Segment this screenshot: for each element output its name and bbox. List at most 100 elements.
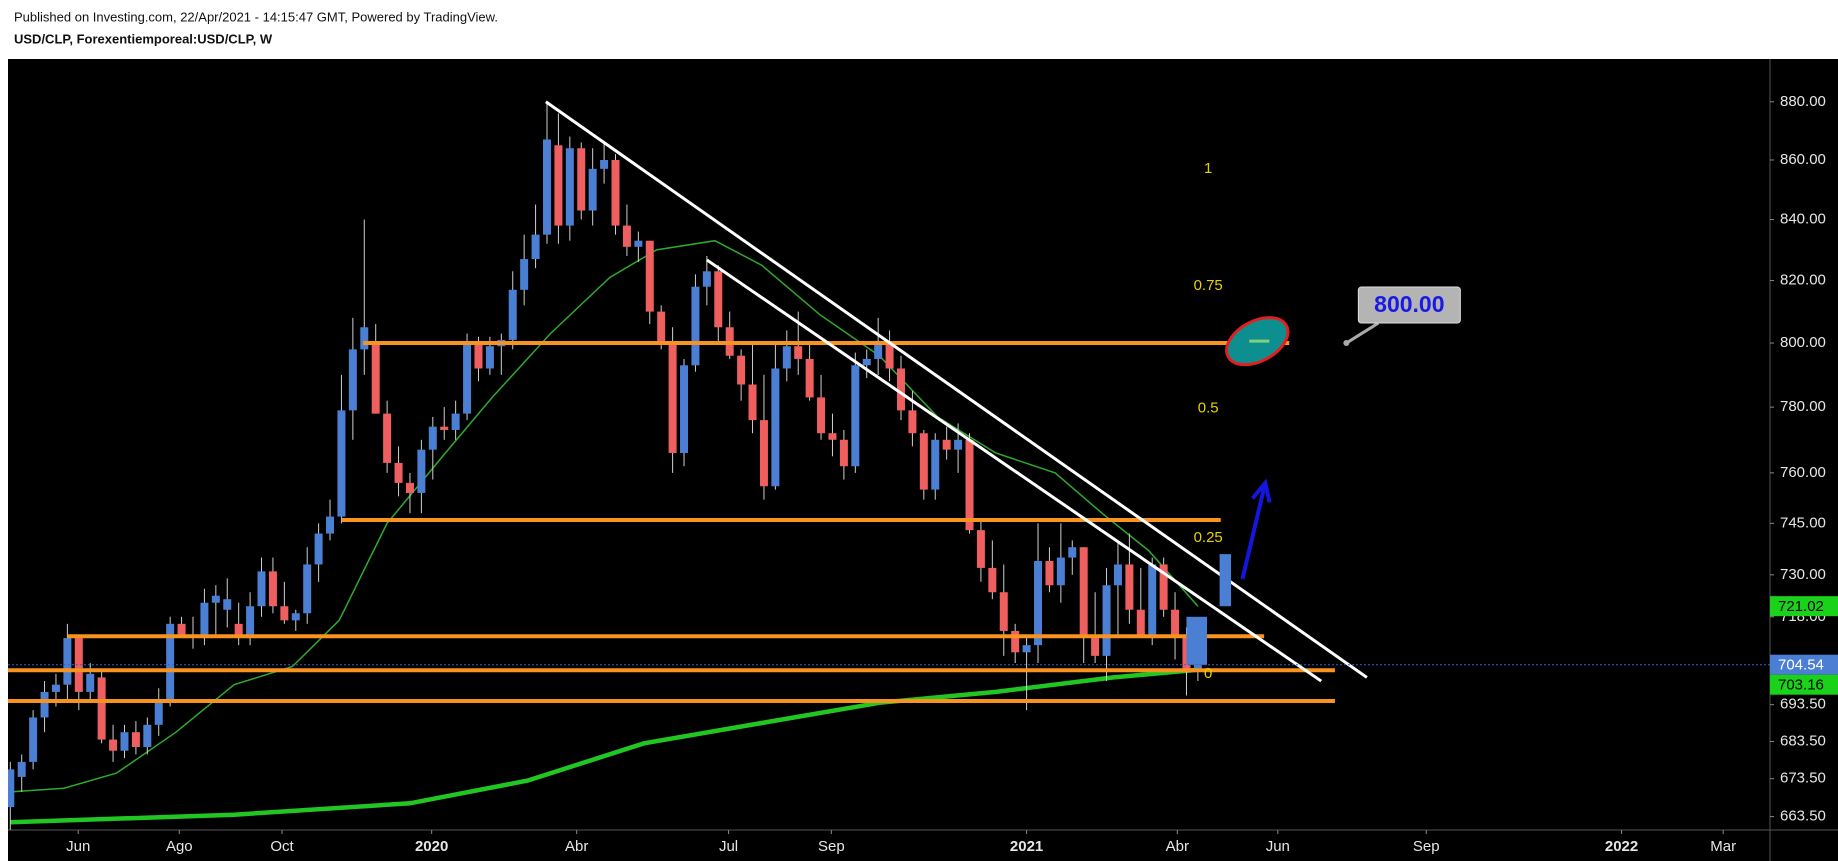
- candle-body: [554, 145, 563, 226]
- candle-body: [817, 397, 826, 434]
- candle-body: [257, 571, 266, 607]
- candle-body: [1079, 547, 1088, 639]
- y-tick-label: 800.00: [1780, 334, 1826, 351]
- y-tick-label: 663.50: [1780, 808, 1826, 825]
- candle-body: [131, 732, 140, 747]
- candle-body: [177, 623, 186, 635]
- value-badge: [1770, 654, 1838, 675]
- candle-body: [166, 623, 175, 700]
- candle-body: [1193, 664, 1202, 671]
- x-tick-label: Ago: [166, 838, 193, 855]
- candle-body: [303, 564, 312, 614]
- subtitle: Published on Investing.com, 22/Apr/2021 …: [14, 9, 498, 24]
- y-tick-label: 760.00: [1780, 464, 1826, 481]
- candle-body: [988, 567, 997, 593]
- candle-body: [246, 606, 255, 639]
- candle-body: [268, 571, 277, 607]
- candle-body: [40, 691, 49, 718]
- candle-body: [520, 259, 529, 290]
- candle-body: [577, 148, 586, 211]
- candle-body: [440, 426, 449, 430]
- candle-body: [280, 606, 289, 621]
- x-tick-label: 2021: [1010, 838, 1043, 855]
- candle-body: [1136, 609, 1145, 635]
- candle-body: [154, 699, 163, 725]
- candle-body: [1159, 564, 1168, 610]
- candle-body: [588, 168, 597, 211]
- x-tick-label: Abr: [1166, 838, 1189, 855]
- candle-body: [931, 439, 940, 490]
- candle-body: [109, 739, 118, 751]
- candle-body: [531, 234, 540, 260]
- candle-body: [645, 240, 654, 312]
- candle-body: [794, 346, 803, 359]
- y-tick-label: 673.50: [1780, 770, 1826, 787]
- candle-body: [919, 433, 928, 490]
- projection-box: [1219, 554, 1232, 607]
- y-tick-label: 745.00: [1780, 514, 1826, 531]
- candle-body: [680, 365, 689, 453]
- candle-body: [63, 638, 72, 685]
- candle-body: [326, 516, 335, 534]
- candle-body: [337, 410, 346, 517]
- candle-body: [1091, 638, 1100, 656]
- x-tick-label: Mar: [1710, 838, 1736, 855]
- title: USD/CLP, Forexentiemporeal:USD/CLP, W: [14, 31, 273, 46]
- candle-body: [1034, 560, 1043, 646]
- candle-body: [874, 343, 883, 359]
- arrow-head: [1251, 478, 1272, 503]
- value-badge-label: 704.54: [1778, 657, 1824, 674]
- candle-body: [291, 613, 300, 621]
- y-tick-label: 860.00: [1780, 151, 1826, 168]
- candle-body: [782, 346, 791, 369]
- x-tick-label: 2020: [415, 838, 448, 855]
- ma-slow-line: [10, 667, 1199, 825]
- fib-label: 1: [1204, 160, 1212, 177]
- candle-body: [463, 343, 472, 414]
- candle-body: [908, 410, 917, 434]
- candle-body: [1068, 547, 1077, 558]
- candle-body: [748, 384, 757, 421]
- candle-body: [1102, 585, 1111, 656]
- fib-label: 0.25: [1194, 529, 1223, 546]
- candle-body: [314, 533, 323, 565]
- x-tick-label: 2022: [1605, 838, 1638, 855]
- callout-label: 800.00: [1374, 291, 1444, 317]
- value-badge: [1770, 674, 1838, 695]
- value-badge: [1770, 596, 1838, 617]
- candle-body: [600, 159, 609, 169]
- candle-body: [417, 449, 426, 493]
- candle-body: [86, 673, 95, 692]
- candle-body: [657, 311, 666, 344]
- candle-body: [954, 439, 963, 450]
- candle-body: [1045, 560, 1054, 586]
- candle-body: [51, 684, 60, 692]
- x-tick-label: Sep: [1413, 838, 1440, 855]
- candle-body: [8, 769, 15, 808]
- candle-body: [234, 623, 243, 635]
- candle-body: [1125, 564, 1134, 610]
- candle-body: [759, 420, 768, 487]
- y-tick-label: 683.50: [1780, 732, 1826, 749]
- projection-box: [1186, 616, 1208, 665]
- candle-body: [97, 677, 106, 740]
- callout-pointer: [1345, 321, 1380, 345]
- y-tick-label: 693.50: [1780, 696, 1826, 713]
- x-tick-label: Jun: [66, 838, 90, 855]
- x-tick-label: Abr: [565, 838, 588, 855]
- candle-body: [862, 358, 871, 366]
- candle-body: [29, 717, 38, 762]
- candle-body: [702, 271, 711, 287]
- y-tick-label: 780.00: [1780, 398, 1826, 415]
- candle-body: [508, 289, 517, 340]
- y-tick-label: 820.00: [1780, 272, 1826, 289]
- value-badge-label: 703.16: [1778, 677, 1824, 694]
- candle-body: [348, 349, 357, 411]
- y-tick-label: 880.00: [1780, 93, 1826, 110]
- candle-body: [485, 346, 494, 369]
- candle-body: [17, 761, 26, 777]
- candle-body: [771, 368, 780, 487]
- candle-body: [839, 439, 848, 467]
